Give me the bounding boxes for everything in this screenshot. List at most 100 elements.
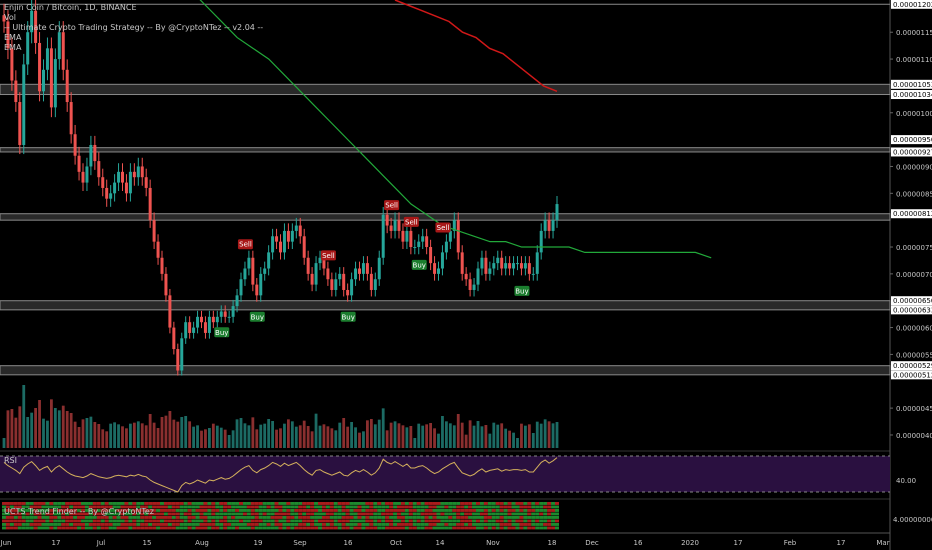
trend-cell (262, 526, 267, 530)
trend-cell (61, 505, 66, 509)
trend-cell (45, 505, 50, 509)
legend-vol[interactable]: Vol (4, 13, 16, 22)
trend-cell (124, 523, 129, 526)
candle (109, 185, 113, 207)
trend-cell (124, 512, 129, 516)
candle-body (263, 268, 267, 274)
trend-cell (385, 505, 390, 509)
trend-cell (270, 523, 275, 526)
trend-cell (539, 519, 544, 523)
trend-cell (69, 502, 74, 505)
legend-strategy[interactable]: -- Ultimate Crypto Trading Strategy -- B… (4, 23, 264, 32)
price-label: 0.00000633 (891, 305, 932, 315)
trend-cell (428, 505, 433, 509)
trend-cell (424, 516, 429, 519)
trend-cell (278, 526, 283, 530)
rsi-pane-label: RSI (4, 456, 17, 465)
candle-body (196, 316, 200, 328)
trend-cell (88, 509, 93, 512)
candle (523, 256, 527, 276)
candle-body (401, 230, 405, 242)
legend-ema-1[interactable]: EMA (4, 33, 22, 42)
trend-cell (88, 519, 93, 523)
volume-bar (445, 421, 448, 448)
candle-body (128, 171, 132, 194)
trend-cell (519, 516, 524, 519)
volume-bar (377, 419, 381, 448)
trend-cell (136, 519, 141, 523)
trend-cell (306, 509, 311, 512)
volume-bar (6, 410, 10, 448)
trend-cell (464, 505, 469, 509)
trend-cell (432, 519, 437, 523)
trend-cell (116, 505, 121, 509)
trend-cell (365, 523, 370, 526)
trend-cell (448, 512, 453, 516)
volume-bar (405, 427, 409, 448)
trend-cell (160, 505, 164, 509)
trend-cell (511, 523, 516, 526)
trend-cell (227, 526, 232, 530)
trend-cell (25, 502, 30, 505)
trend-cell (479, 512, 484, 516)
trend-cell (432, 509, 437, 512)
x-tick-label: 18 (548, 539, 557, 547)
trend-cell (555, 523, 559, 526)
trend-cell (144, 512, 149, 516)
candle (373, 272, 377, 297)
trend-cell (53, 512, 58, 516)
candle (235, 288, 239, 313)
trend-cell (41, 512, 46, 516)
volume-bar (10, 409, 14, 448)
trend-cell (381, 526, 386, 530)
candle (38, 32, 42, 102)
buy-signal: Buy (514, 285, 530, 296)
trend-cell (136, 505, 141, 509)
trend-cell (365, 516, 370, 519)
trend-cell (286, 526, 291, 530)
candle-body (77, 155, 81, 172)
volume-bar (381, 408, 385, 448)
trend-cell (314, 502, 319, 505)
trend-cell (258, 505, 263, 509)
trend-cell (199, 512, 204, 516)
trend-cell (183, 516, 188, 519)
trend-cell (73, 526, 78, 530)
trend-cell (21, 519, 26, 523)
trend-cell (199, 526, 204, 530)
trend-cell (2, 526, 6, 530)
volume-bar (330, 428, 334, 448)
candle-body (121, 171, 124, 183)
trend-cell (156, 523, 161, 526)
volume-bar (180, 417, 184, 448)
x-tick-label: 17 (837, 539, 846, 547)
candle-body (69, 102, 73, 135)
legend-ema-2[interactable]: EMA (4, 43, 22, 52)
trend-cell (373, 502, 378, 505)
volume-bar (160, 417, 164, 448)
trend-cell (282, 519, 287, 523)
signal-label: Sell (385, 202, 398, 210)
trend-cell (373, 523, 378, 526)
volume-bar (417, 423, 421, 448)
candle (279, 234, 282, 260)
trend-cell (49, 502, 54, 505)
trend-cell (539, 512, 544, 516)
volume-bar (267, 419, 271, 448)
candle-body (480, 257, 484, 269)
trend-cell (235, 512, 240, 516)
trend-cell (215, 512, 220, 516)
trend-cell (341, 509, 346, 512)
candle-body (73, 134, 77, 156)
trend-cell (412, 526, 417, 530)
trend-cell (211, 516, 216, 519)
volume-bar (192, 426, 195, 448)
trend-cell (41, 519, 46, 523)
legend-symbol[interactable]: Enjin Coin / Bitcoin, 1D, BINANCE (4, 3, 137, 12)
trend-cell (369, 519, 374, 523)
trend-cell (476, 526, 480, 530)
trend-cell (547, 526, 552, 530)
trend-cell (302, 502, 307, 505)
trend-cell (156, 512, 161, 516)
